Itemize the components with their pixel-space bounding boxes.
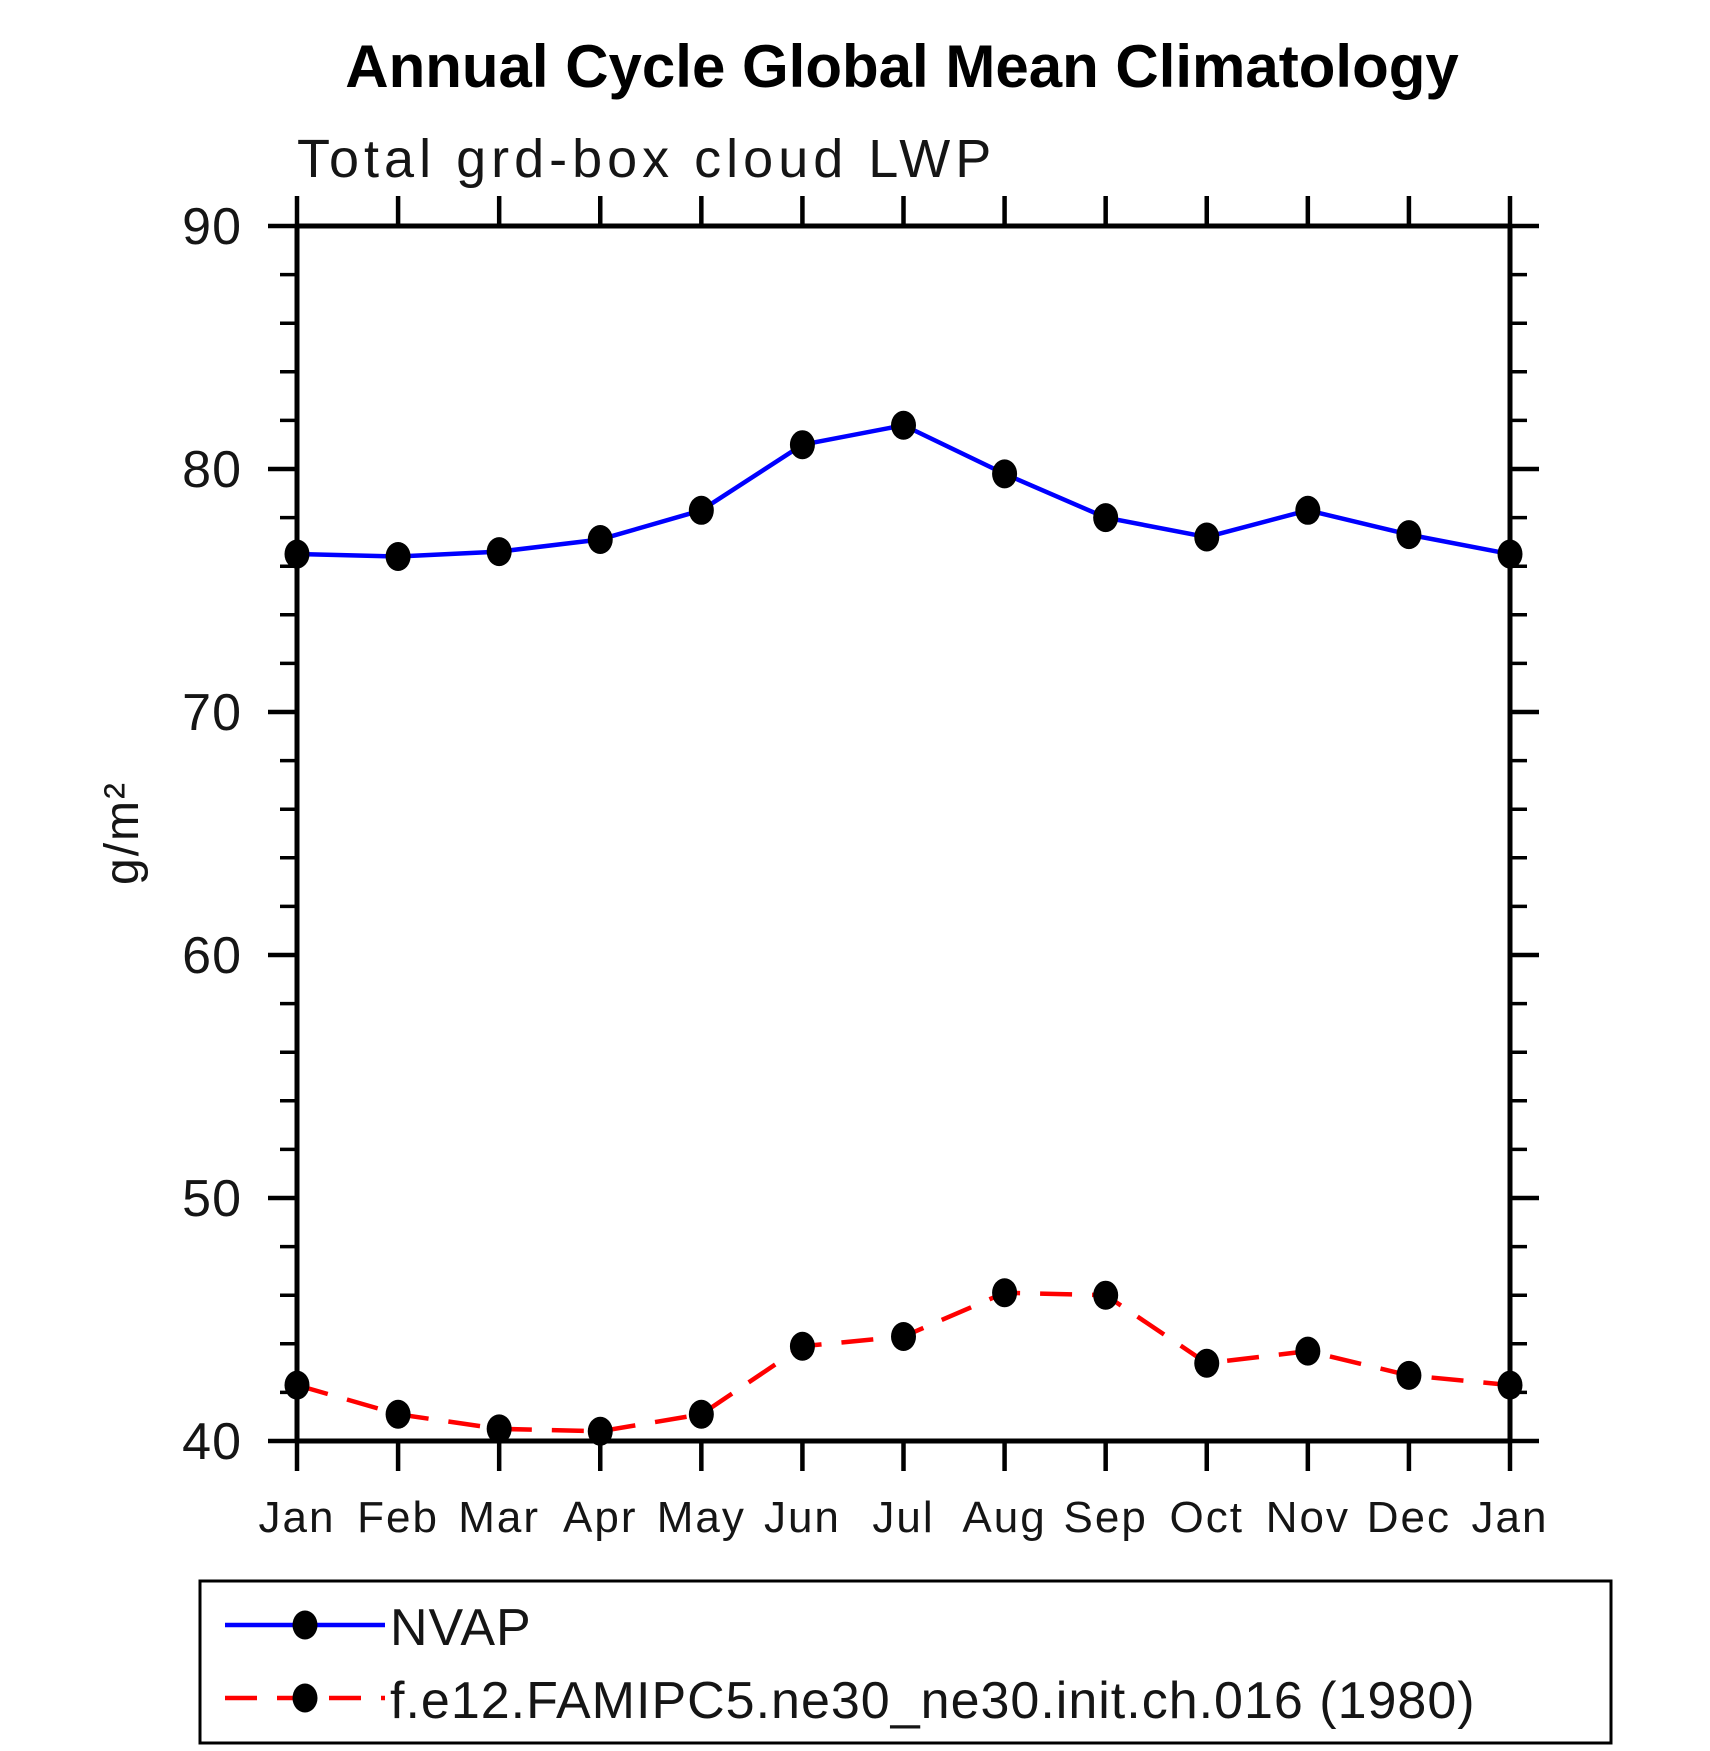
y-tick-label: 90 <box>182 198 242 256</box>
legend-label-model: f.e12.FAMIPC5.ne30_ne30.init.ch.016 (198… <box>390 1672 1476 1730</box>
data-point <box>1093 503 1119 533</box>
data-point <box>891 1322 916 1352</box>
data-point <box>1497 539 1523 569</box>
legend-samples <box>225 1610 385 1713</box>
y-tick-label: 60 <box>182 927 242 985</box>
data-point <box>486 537 512 567</box>
data-point <box>587 1416 613 1446</box>
x-tick-label: Apr <box>563 1493 637 1542</box>
x-tick-label: Jan <box>259 1493 336 1542</box>
legend-box <box>198 1579 1613 1745</box>
chart-subtitle: Total grd-box cloud LWP <box>297 129 996 189</box>
data-point <box>789 1331 815 1361</box>
y-tick-label: 40 <box>182 1413 242 1471</box>
chart-title: Annual Cycle Global Mean Climatology <box>345 33 1459 100</box>
data-point <box>284 1370 310 1400</box>
x-tick-label: Jul <box>872 1493 934 1542</box>
x-tick-label: Jun <box>764 1493 841 1542</box>
legend-sample-marker-1 <box>292 1683 318 1713</box>
data-point <box>587 524 613 554</box>
data-point <box>1194 1348 1220 1378</box>
plot-area: 40 50 60 70 80 90 Jan Feb Mar Apr May Jun Jul Aug Sep O… <box>182 196 1549 1542</box>
data-point <box>385 541 411 571</box>
series-line-0 <box>296 423 1511 559</box>
x-tick-label: Mar <box>458 1493 540 1542</box>
data-point <box>1295 495 1321 525</box>
x-tick-label: Aug <box>962 1493 1046 1542</box>
data-point <box>284 539 310 569</box>
data-point <box>789 430 815 460</box>
x-tick-label: Oct <box>1170 1493 1244 1542</box>
data-point <box>1396 520 1422 550</box>
data-point <box>688 1399 714 1429</box>
series-line-1 <box>296 1290 1511 1434</box>
y-axis-label: g/m² <box>96 781 149 885</box>
y-tick-label: 50 <box>182 1170 242 1228</box>
x-tick-label: Dec <box>1367 1493 1451 1542</box>
data-point <box>1194 522 1220 552</box>
legend-label-nvap: NVAP <box>390 1599 532 1657</box>
x-tick-label: Jan <box>1472 1493 1549 1542</box>
data-point <box>1497 1370 1523 1400</box>
data-point <box>486 1414 512 1444</box>
legend: NVAP f.e12.FAMIPC5.ne30_ne30.init.ch.016… <box>198 1579 1613 1745</box>
x-tick-label: Sep <box>1064 1493 1148 1542</box>
data-point <box>385 1399 411 1429</box>
data-point <box>1396 1360 1422 1390</box>
y-tick-label: 80 <box>182 441 242 499</box>
x-tick-label: Feb <box>357 1493 439 1542</box>
y-tick-label: 70 <box>182 684 242 742</box>
x-tick-label: May <box>657 1493 746 1542</box>
legend-sample-marker-0 <box>292 1610 318 1640</box>
data-point <box>891 410 916 440</box>
data-point <box>992 459 1018 489</box>
data-point <box>1295 1336 1321 1366</box>
data-point <box>992 1278 1018 1308</box>
x-tick-label: Nov <box>1266 1493 1350 1542</box>
data-point <box>688 495 714 525</box>
data-point <box>1093 1280 1119 1310</box>
